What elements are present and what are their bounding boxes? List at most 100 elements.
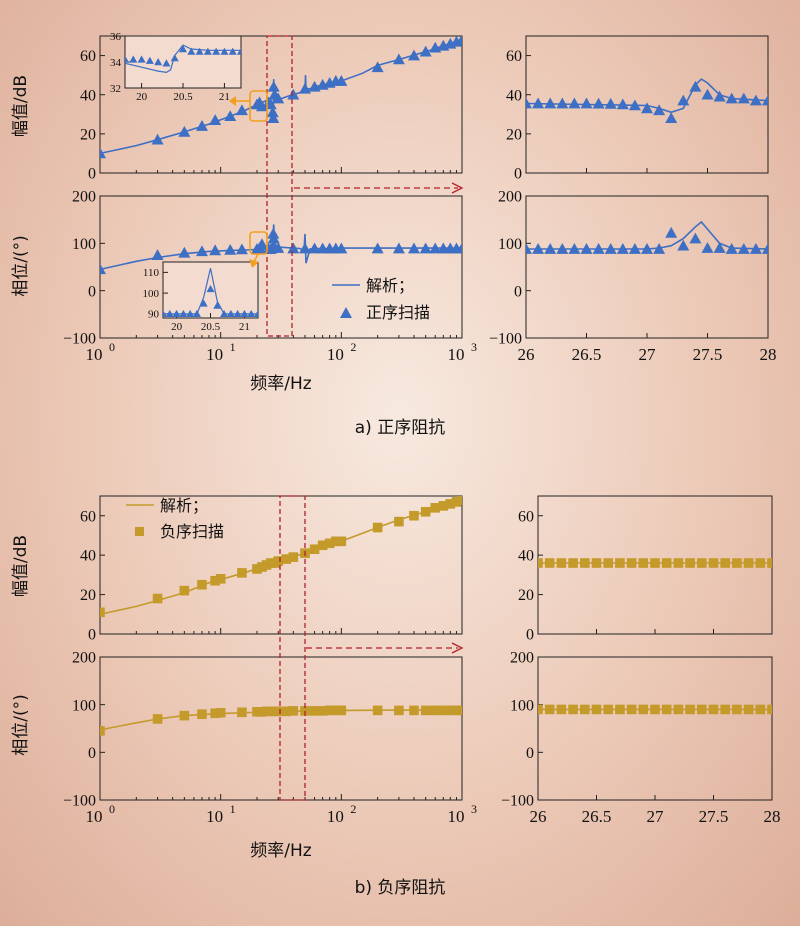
ytick-label-a_phase: −100 (63, 331, 96, 348)
ytick-label-a_phase_zoom: −100 (489, 331, 522, 348)
xtick-label-b_phase: 10 (327, 807, 344, 826)
scan-marker-a_mag_zoom (604, 97, 617, 109)
inset-highlight-phase (249, 231, 268, 255)
xlabel-b: 频率/Hz (250, 841, 312, 861)
ytick-label-b_mag_zoom: 40 (518, 548, 534, 565)
ytick-label-b_mag_zoom: 60 (518, 508, 534, 525)
scan-marker-b_mag_zoom (626, 558, 637, 568)
scan-marker-b_phase_zoom (708, 704, 719, 715)
legend-a-marker-swatch (340, 307, 352, 318)
ytick-label-a_phase: 0 (88, 283, 96, 300)
xtick-label-a_phase_zoom: 26 (518, 345, 535, 364)
scan-marker-b_mag (252, 564, 262, 574)
ytick-label-a_mag: 60 (80, 48, 96, 65)
scan-marker-b_mag_zoom (544, 558, 555, 568)
scan-marker-a_mag (267, 80, 280, 92)
scan-marker-b_phase_zoom (755, 704, 766, 715)
ytick-label-a_phase: 200 (72, 189, 96, 206)
ytick-label-a_mag_zoom: 40 (506, 87, 522, 104)
ytick-label-a_mag: 20 (80, 126, 96, 143)
scan-marker-b_mag (394, 516, 404, 527)
scan-marker-b_mag (438, 501, 449, 511)
scan-marker-a_phase (419, 242, 432, 254)
xtick-label-b_phase_zoom: 26 (530, 807, 547, 826)
scan-marker-a_phase_inset (254, 309, 258, 318)
scan-marker-b_phase_zoom (743, 704, 754, 715)
scan-marker-a_mag_inset (220, 47, 229, 55)
scan-marker-a_phase (407, 242, 420, 254)
zoom-arrow-b-head (451, 642, 464, 654)
scan-marker-b_phase_zoom (591, 704, 602, 715)
scan-marker-b_phase_zoom (568, 704, 578, 715)
scan-marker-b_phase (152, 714, 163, 724)
scan-marker-a_phase (195, 245, 208, 257)
scan-marker-a_phase (151, 249, 164, 260)
xtick-label-b_phase_zoom: 27 (647, 807, 665, 826)
scan-marker-b_mag (372, 522, 383, 533)
scan-marker-a_mag (195, 120, 208, 131)
scan-marker-b_mag (152, 593, 163, 604)
xtick-exp-b_phase: 1 (230, 802, 236, 816)
inset-arrow-phase-head (249, 259, 259, 268)
scan-marker-a_mag_inset (137, 55, 146, 63)
scan-marker-a_phase_zoom (762, 243, 768, 254)
scan-marker-a_phase (287, 242, 300, 254)
scan-marker-a_mag_inset (162, 59, 171, 67)
scan-marker-a_phase_zoom (568, 243, 581, 254)
ytick-label-a_mag_zoom: 20 (506, 126, 522, 143)
scan-marker-b_phase_zoom (732, 704, 742, 715)
scan-marker-a_mag (407, 49, 420, 61)
xtick-label-b_phase_zoom: 26.5 (582, 807, 612, 826)
scan-marker-b_mag (210, 575, 220, 586)
scan-marker-b_phase_zoom (673, 704, 684, 715)
scan-marker-a_mag (151, 133, 164, 145)
caption-a: a) 正序阻抗 (355, 418, 445, 438)
scan-marker-b_phase_zoom (603, 704, 613, 715)
ytick-label-a_phase: 100 (72, 236, 96, 253)
scan-marker-b_phase_zoom (615, 704, 625, 715)
scan-marker-a_mag (287, 88, 300, 100)
scan-marker-a_phase_zoom (689, 232, 702, 244)
ytick-label-b_mag_zoom: 20 (518, 587, 534, 604)
xtick-label-a_phase_zoom: 28 (760, 345, 777, 364)
scan-marker-a_mag_zoom (725, 92, 738, 104)
legend-a-marker-label: 正序扫描 (366, 303, 430, 322)
scan-marker-b_mag (100, 607, 105, 618)
scan-marker-a_mag_inset (170, 54, 179, 62)
scan-marker-b_phase (409, 705, 419, 716)
scan-marker-a_mag_inset (129, 55, 138, 63)
ytick-label-b_phase: 100 (72, 697, 96, 714)
scan-marker-b_mag (288, 552, 299, 562)
xtick-label-b_phase_zoom: 28 (764, 807, 781, 826)
zoom-box-b (279, 495, 306, 801)
panel-a_phase_inset: 90 100 110 20 20.5 21 (143, 261, 259, 333)
scan-marker-b_phase (288, 706, 299, 716)
scan-marker-b_mag_zoom (743, 558, 754, 568)
ytick-label-b_phase_zoom: 200 (510, 650, 534, 667)
ytick-label-a_phase_inset: 90 (148, 309, 160, 321)
inset-arrow-mag-head (229, 96, 236, 106)
scan-marker-a_mag_zoom (616, 98, 629, 110)
scan-marker-a_mag (299, 82, 312, 94)
scan-marker-a_phase_inset (220, 309, 229, 318)
scan-marker-a_mag_inset (125, 55, 129, 63)
scan-marker-a_mag (267, 112, 280, 123)
scan-marker-a_mag_zoom (737, 92, 750, 104)
axes-frame-b_phase_zoom (537, 656, 773, 801)
scan-marker-a_phase_zoom (725, 243, 738, 254)
scan-marker-b_mag (336, 536, 347, 547)
xtick-label-a_phase: 10 (327, 345, 344, 364)
scan-marker-a_phase_zoom (532, 243, 545, 254)
scan-marker-a_mag_zoom (749, 94, 762, 106)
xtick-exp-a_phase: 0 (109, 340, 115, 354)
scan-marker-a_phase_zoom (677, 239, 690, 251)
scan-marker-a_phase_zoom (749, 243, 762, 254)
scan-marker-b_phase_zoom (697, 704, 707, 715)
ytick-label-a_phase_zoom: 0 (514, 283, 522, 300)
scan-marker-b_phase (300, 706, 310, 716)
caption-b: b) 负序阻抗 (355, 878, 446, 898)
scan-marker-b_phase_zoom (538, 704, 543, 715)
legend-a-line-label: 解析； (366, 276, 414, 295)
